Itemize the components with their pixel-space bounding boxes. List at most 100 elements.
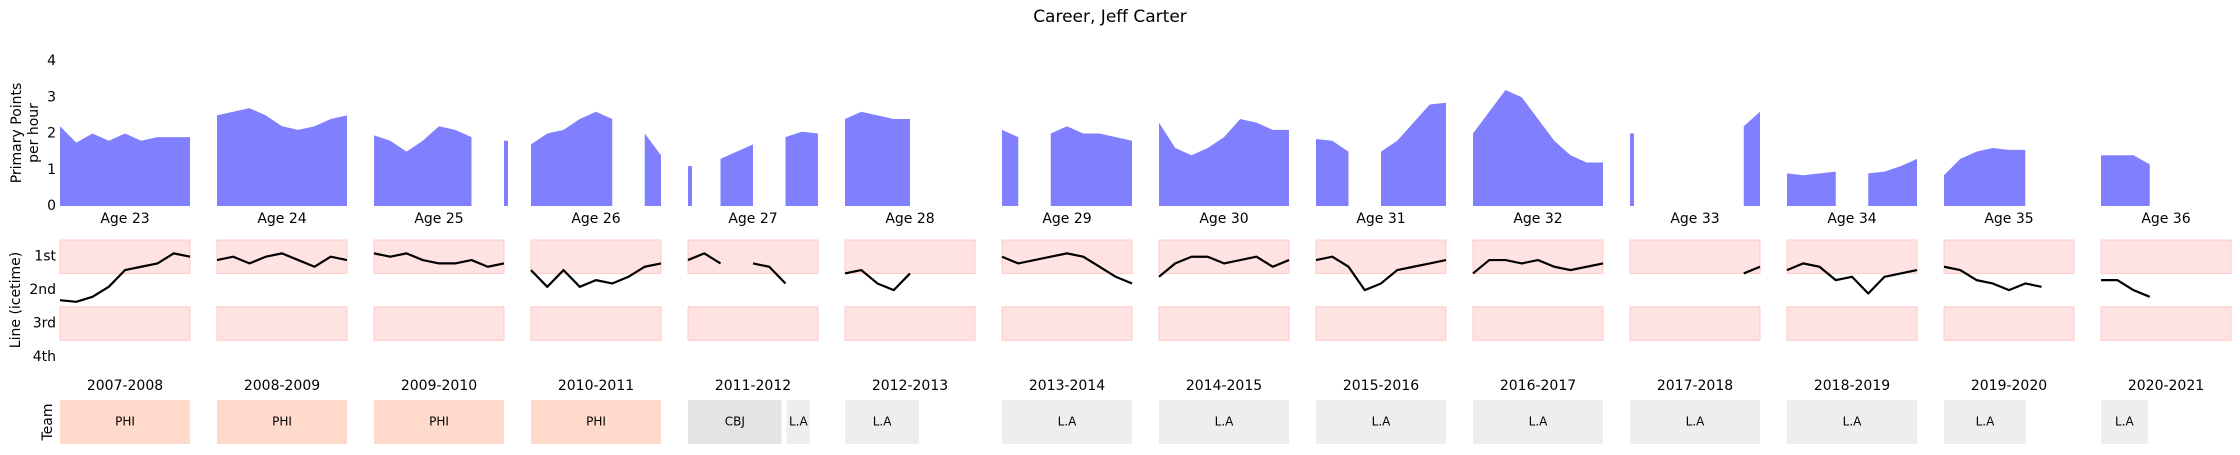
panel-label: Age 27 (728, 211, 777, 227)
area (60, 126, 190, 206)
area (1630, 133, 1634, 206)
band (687, 239, 819, 274)
y-tick-label: 3rd (33, 316, 56, 332)
team-label: CBJ (725, 415, 745, 429)
y-axis-label: per hour (26, 103, 42, 163)
band (687, 306, 819, 341)
area (1743, 111, 1760, 206)
y-tick-label: 1st (34, 249, 56, 265)
team-label: PHI (272, 415, 292, 429)
season-label: 2018-2019 (1814, 378, 1890, 394)
band (1786, 306, 1918, 341)
season-label: 2015-2016 (1343, 378, 1419, 394)
band (2100, 239, 2232, 274)
y-tick-label: 4th (33, 349, 56, 365)
team-bar (531, 400, 661, 444)
area (785, 131, 818, 206)
area (504, 140, 508, 206)
area (688, 166, 692, 206)
band (1315, 239, 1447, 274)
area (1944, 148, 2026, 206)
band (1158, 239, 1290, 274)
band (2100, 306, 2232, 341)
team-label: L.A (1976, 415, 1996, 429)
team-bar (1473, 400, 1603, 444)
team-bar (60, 400, 190, 444)
panel-label: Age 31 (1356, 211, 1405, 227)
panel-label: Age 35 (1984, 211, 2033, 227)
band (59, 306, 191, 341)
season-label: 2009-2010 (401, 378, 477, 394)
team-label: L.A (789, 415, 809, 429)
band (1943, 239, 2075, 274)
band (530, 239, 662, 274)
y-tick-label: 3 (47, 89, 56, 105)
area (1316, 138, 1349, 206)
line (2101, 279, 2151, 298)
area (1868, 158, 1917, 206)
band (844, 306, 976, 341)
area (2101, 155, 2150, 206)
y-tick-label: 4 (47, 53, 56, 69)
team-label: L.A (1686, 415, 1706, 429)
panel-label: Age 34 (1827, 211, 1876, 227)
team-label: PHI (586, 415, 606, 429)
line (59, 252, 191, 303)
season-label: 2016-2017 (1500, 378, 1576, 394)
season-label: 2017-2018 (1657, 378, 1733, 394)
team-bar (688, 400, 782, 444)
season-label: 2012-2013 (872, 378, 948, 394)
y-axis-label: Line (icetime) (8, 252, 24, 348)
area (1381, 102, 1446, 206)
band (530, 306, 662, 341)
team-label: L.A (1843, 415, 1863, 429)
team-label: L.A (873, 415, 893, 429)
band (216, 306, 348, 341)
band (1315, 306, 1447, 341)
band (59, 239, 191, 274)
line (1743, 265, 1761, 275)
y-tick-label: 0 (47, 198, 56, 214)
team-label: L.A (1215, 415, 1235, 429)
team-bar (217, 400, 347, 444)
band (373, 306, 505, 341)
team-bar (2101, 400, 2148, 444)
team-label: L.A (1372, 415, 1392, 429)
area (217, 108, 347, 206)
area (1050, 126, 1132, 206)
band (1158, 306, 1290, 341)
panel-label: Age 32 (1513, 211, 1562, 227)
panel-label: Age 24 (257, 211, 306, 227)
team-label: L.A (1058, 415, 1078, 429)
y-tick-label: 1 (47, 162, 56, 178)
y-tick-label: 2nd (29, 282, 56, 298)
line (1472, 258, 1604, 275)
panel-label: Age 33 (1670, 211, 1719, 227)
line (1158, 255, 1290, 278)
line (687, 252, 722, 265)
team-bar (1944, 400, 2026, 444)
team-bar (1630, 400, 1760, 444)
line (373, 252, 505, 268)
season-label: 2019-2020 (1971, 378, 2047, 394)
band (1001, 306, 1133, 341)
season-label: 2020-2021 (2128, 378, 2204, 394)
line (216, 252, 348, 268)
team-axis-label: Team (40, 403, 56, 441)
panel-label: Age 29 (1042, 211, 1091, 227)
team-bar (1787, 400, 1917, 444)
line (1786, 262, 1918, 295)
area (531, 111, 613, 206)
team-bar (1002, 400, 1132, 444)
line (1943, 265, 2042, 292)
season-label: 2014-2015 (1186, 378, 1262, 394)
area (1002, 129, 1019, 206)
band (1943, 306, 2075, 341)
y-axis-label: Primary Points (9, 83, 25, 184)
area (1787, 171, 1836, 206)
line (1315, 255, 1447, 292)
area (374, 126, 472, 206)
panel-label: Age 30 (1199, 211, 1248, 227)
team-bar (845, 400, 920, 444)
